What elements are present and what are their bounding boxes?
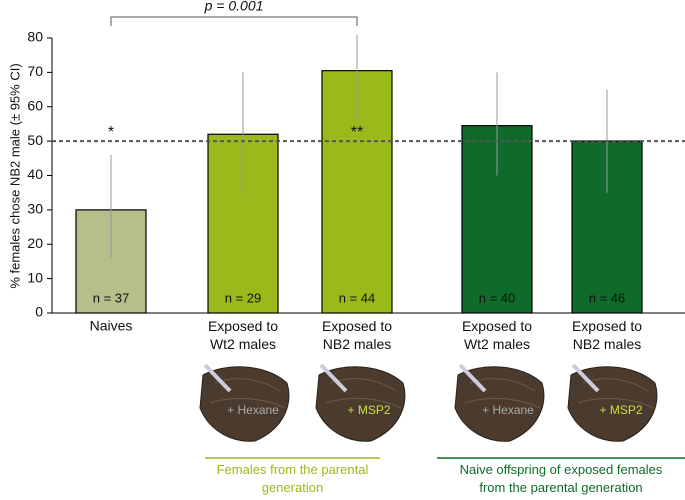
n-label: n = 44	[339, 290, 376, 305]
significance-mark: **	[351, 124, 363, 141]
y-tick-label: 30	[27, 201, 43, 217]
n-label: n = 29	[225, 290, 262, 305]
category-label: Exposed to NB2 males	[322, 318, 392, 352]
y-tick-label: 20	[27, 235, 43, 251]
category-label: Naives	[90, 318, 133, 334]
category-label: Exposed to Wt2 males	[208, 318, 278, 352]
comparison-label: p = 0.001	[204, 0, 264, 14]
y-tick-label: 80	[27, 29, 43, 45]
y-tick-label: 60	[27, 97, 43, 113]
y-tick-label: 0	[35, 304, 43, 320]
y-tick-label: 40	[27, 166, 43, 182]
treatment-label: + MSP2	[347, 403, 390, 417]
y-axis-label: % females chose NB2 male (± 95% CI)	[7, 63, 22, 288]
group-label: Naive offspring of exposed females from t…	[460, 462, 663, 495]
n-label: n = 37	[93, 290, 130, 305]
n-label: n = 40	[479, 290, 516, 305]
y-tick-label: 70	[27, 63, 43, 79]
treatment-label: + Hexane	[227, 403, 279, 417]
y-tick-label: 10	[27, 269, 43, 285]
group-label: Females from the parental generation	[217, 462, 369, 495]
comparison-bracket	[110, 16, 358, 26]
category-label: Exposed to Wt2 males	[462, 318, 532, 352]
n-label: n = 46	[589, 290, 626, 305]
category-label: Exposed to NB2 males	[572, 318, 642, 352]
y-tick-label: 50	[27, 132, 43, 148]
treatment-label: + Hexane	[482, 403, 534, 417]
treatment-label: + MSP2	[599, 403, 642, 417]
significance-mark: *	[108, 124, 114, 141]
